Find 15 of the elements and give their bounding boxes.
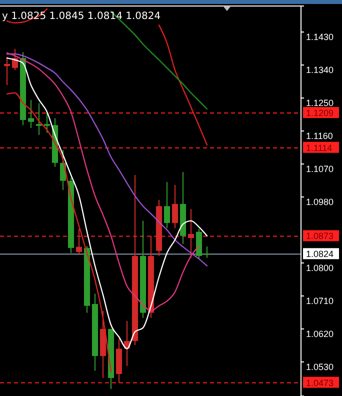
y-tick-label: 1.1070 xyxy=(306,164,334,174)
y-tick-label: 1.0980 xyxy=(306,197,334,208)
y-tick-label: 1.0710 xyxy=(306,296,334,306)
y-tick-label: 1.0530 xyxy=(306,362,334,372)
y-tick-label: 1.1250 xyxy=(306,98,334,108)
ref-line-label: 1.0873 xyxy=(306,231,334,242)
ref-line-label: 1.1209 xyxy=(306,108,334,118)
ref-line-label: 1.1114 xyxy=(306,142,332,153)
y-tick-label: 1.1430 xyxy=(306,32,334,42)
ref-line-label: 1.0473 xyxy=(306,378,334,388)
y-tick-label: 1.0620 xyxy=(306,329,334,340)
y-tick-label: 1.1340 xyxy=(306,65,334,76)
y-tick-label: 1.0800 xyxy=(306,263,334,274)
ref-line-label: 1.0824 xyxy=(306,249,334,260)
y-tick-label: 1.1160 xyxy=(306,131,333,142)
